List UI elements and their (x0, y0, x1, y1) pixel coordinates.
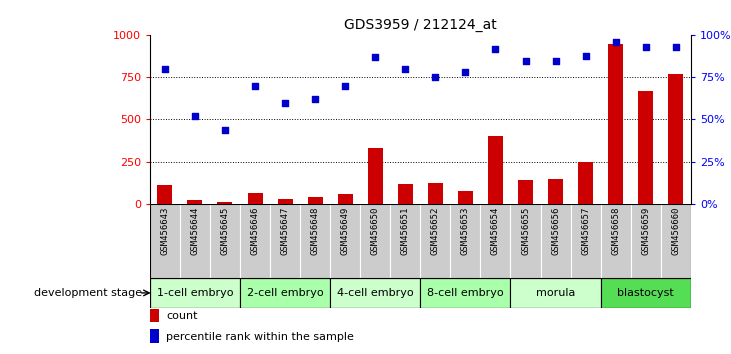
Bar (300, 204, 330, 278)
Bar (330, 278, 420, 308)
Bar (510, 204, 540, 278)
Point (670, 44, 681, 50)
Point (430, 75, 442, 80)
Bar (608, 44, 623, 204)
Text: GSM456645: GSM456645 (221, 206, 230, 255)
Bar (578, 162, 593, 204)
Text: blastocyst: blastocyst (618, 288, 674, 298)
Point (640, 44, 651, 50)
Bar (180, 204, 210, 278)
Title: GDS3959 / 212124_at: GDS3959 / 212124_at (344, 18, 496, 32)
Text: GSM456659: GSM456659 (641, 206, 650, 255)
Point (610, 39, 621, 45)
Text: count: count (166, 311, 197, 321)
Text: GSM456655: GSM456655 (521, 206, 530, 255)
Bar (248, 193, 262, 204)
Text: GSM456658: GSM456658 (611, 206, 620, 255)
Point (460, 69, 471, 75)
Bar (187, 200, 202, 204)
Text: development stage: development stage (34, 288, 143, 298)
Bar (398, 184, 413, 204)
Text: GSM456653: GSM456653 (461, 206, 470, 255)
Point (249, 83, 261, 88)
Text: GSM456651: GSM456651 (401, 206, 410, 255)
Bar (458, 191, 473, 204)
Point (550, 58, 561, 63)
Text: 4-cell embryo: 4-cell embryo (337, 288, 414, 298)
Text: GSM456660: GSM456660 (671, 206, 681, 255)
Bar (150, 204, 180, 278)
Bar (488, 136, 503, 204)
Text: GSM456656: GSM456656 (551, 206, 560, 255)
Bar (308, 197, 322, 204)
Bar (150, 329, 159, 343)
Bar (150, 278, 240, 308)
Text: GSM456647: GSM456647 (281, 206, 289, 255)
Bar (428, 183, 443, 204)
Point (219, 127, 231, 132)
Text: GSM456652: GSM456652 (431, 206, 440, 255)
Text: GSM456643: GSM456643 (160, 206, 170, 255)
Bar (420, 278, 510, 308)
Bar (150, 309, 159, 322)
Bar (240, 204, 270, 278)
Bar (390, 204, 420, 278)
Text: GSM456650: GSM456650 (371, 206, 379, 255)
Point (309, 96, 321, 102)
Bar (571, 204, 601, 278)
Bar (631, 204, 661, 278)
Point (580, 53, 591, 58)
Point (159, 66, 171, 72)
Point (399, 66, 411, 72)
Bar (157, 185, 173, 204)
Point (279, 100, 291, 105)
Bar (278, 199, 292, 204)
Text: 8-cell embryo: 8-cell embryo (427, 288, 504, 298)
Bar (217, 202, 232, 204)
Text: GSM456648: GSM456648 (311, 206, 319, 255)
Bar (510, 278, 601, 308)
Bar (330, 204, 360, 278)
Bar (450, 204, 480, 278)
Point (339, 83, 351, 88)
Text: morula: morula (536, 288, 575, 298)
Bar (210, 204, 240, 278)
Text: GSM456657: GSM456657 (581, 206, 590, 255)
Bar (601, 204, 631, 278)
Bar (661, 204, 691, 278)
Bar (368, 148, 383, 204)
Point (189, 113, 201, 119)
Text: GSM456649: GSM456649 (341, 206, 349, 255)
Bar (480, 204, 510, 278)
Bar (540, 204, 571, 278)
Bar (601, 278, 691, 308)
Text: 1-cell embryo: 1-cell embryo (156, 288, 233, 298)
Bar (360, 204, 390, 278)
Point (369, 55, 381, 60)
Bar (338, 194, 352, 204)
Bar (548, 179, 563, 204)
Bar (638, 91, 654, 204)
Bar (668, 74, 683, 204)
Text: GSM456644: GSM456644 (191, 206, 200, 255)
Point (520, 58, 531, 63)
Bar (240, 278, 330, 308)
Bar (518, 180, 533, 204)
Bar (420, 204, 450, 278)
Text: 2-cell embryo: 2-cell embryo (247, 288, 323, 298)
Text: GSM456646: GSM456646 (251, 206, 260, 255)
Bar (270, 204, 300, 278)
Point (490, 46, 501, 52)
Text: percentile rank within the sample: percentile rank within the sample (166, 332, 354, 342)
Text: GSM456654: GSM456654 (491, 206, 500, 255)
